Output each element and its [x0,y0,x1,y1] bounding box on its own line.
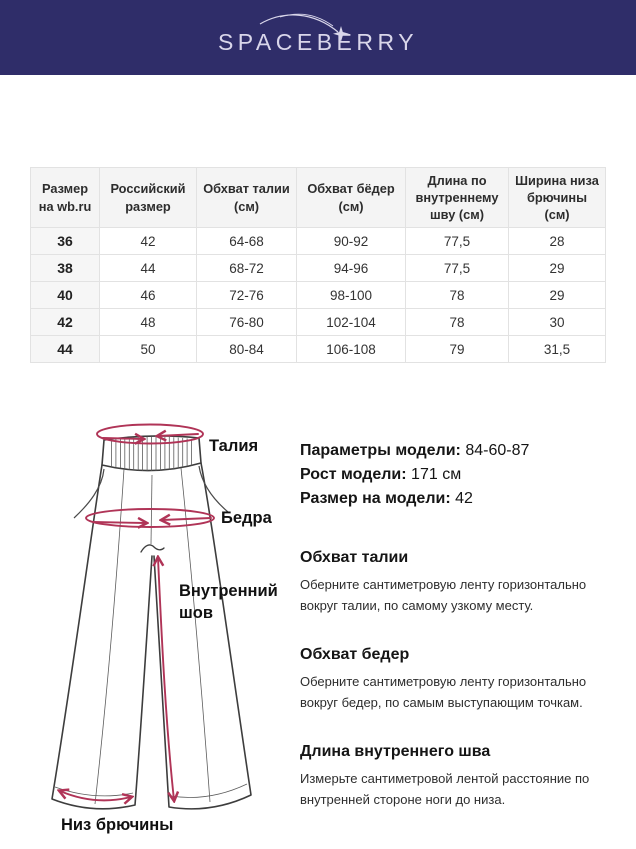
col-header-inseam: Длина по внутреннему шву (см) [405,167,509,228]
table-header-row: Размер на wb.ru Российский размер Обхват… [30,167,606,228]
cell-leg-width: 29 [508,281,606,309]
cell-ru-size: 46 [99,281,197,309]
shooting-star-icon [259,13,349,42]
cell-inseam: 79 [405,335,509,363]
section-title: Длина внутреннего шва [300,743,491,760]
waist-label: Талия [209,437,258,455]
cell-ru-size: 44 [99,254,197,282]
cell-waist: 80-84 [196,335,297,363]
hips-label: Бедра [221,509,273,527]
inseam-label: Внутренний [179,582,278,600]
cell-ru-size: 48 [99,308,197,336]
cell-inseam: 78 [405,281,509,309]
cell-waist: 68-72 [196,254,297,282]
cell-inseam: 77,5 [405,254,509,282]
model-params-line: Параметры модели: 84-60-87 [300,439,614,463]
cell-hips: 106-108 [296,335,406,363]
col-header-leg-width: Ширина низа брючины (см) [508,167,606,228]
cell-leg-width: 29 [508,254,606,282]
table-row: 42 48 76-80 102-104 78 30 [30,308,606,336]
model-params-value: 84-60-87 [465,442,530,459]
brand-logo: SPACEBERRY [217,29,419,55]
cell-waist: 72-76 [196,281,297,309]
inseam-arrow [158,558,174,800]
cell-ru-size: 50 [99,335,197,363]
hips-ellipse [85,508,215,528]
section-body: Оберните сантиметровую ленту горизонталь… [300,674,587,710]
cell-leg-width: 31,5 [508,335,606,363]
pants-diagram: Талия Бедра Внутренний шов Низ брючины [51,423,278,834]
table-row: 44 50 80-84 106-108 79 31,5 [30,335,606,363]
section-inseam: Длина внутреннего шва Измерьте сантиметр… [300,743,614,810]
cell-inseam: 78 [405,308,509,336]
cell-ru-size: 42 [99,227,197,255]
cell-inseam: 77,5 [405,227,509,255]
model-height-value: 171 см [411,466,462,483]
cell-hips: 98-100 [296,281,406,309]
cell-size: 42 [30,308,100,336]
model-size-label: Размер на модели: [300,490,451,507]
col-header-ru-size: Российский размер [99,167,197,228]
hem-arrow [60,791,131,800]
model-height-line: Рост модели: 171 см [300,463,614,487]
cell-hips: 94-96 [296,254,406,282]
inseam-label: шов [179,604,213,622]
cell-leg-width: 30 [508,308,606,336]
waist-ellipse [96,423,204,445]
cell-size: 38 [30,254,100,282]
size-table: Размер на wb.ru Российский размер Обхват… [30,167,606,363]
table-row: 38 44 68-72 94-96 77,5 29 [30,254,606,282]
model-size-line: Размер на модели: 42 [300,487,614,511]
table-row: 36 42 64-68 90-92 77,5 28 [30,227,606,255]
brand-header: SPACEBERRY [0,0,636,75]
cell-leg-width: 28 [508,227,606,255]
cell-waist: 64-68 [196,227,297,255]
col-header-wb-size: Размер на wb.ru [30,167,100,228]
table-row: 40 46 72-76 98-100 78 29 [30,281,606,309]
col-header-hips: Обхват бёдер (см) [296,167,406,228]
hem-label: Низ брючины [61,816,173,834]
measure-guide-area: Талия Бедра Внутренний шов Низ брючины П… [0,363,636,849]
section-hips: Обхват бедер Оберните сантиметровую лент… [300,646,614,713]
model-size-value: 42 [455,490,473,507]
cell-hips: 90-92 [296,227,406,255]
col-header-waist: Обхват талии (см) [196,167,297,228]
info-column: Параметры модели: 84-60-87 Рост модели: … [300,439,614,810]
cell-size: 40 [30,281,100,309]
section-body: Измерьте сантиметровой лентой расстояние… [300,771,590,807]
model-height-label: Рост модели: [300,466,407,483]
pants-seam-lines [54,436,248,805]
model-info: Параметры модели: 84-60-87 Рост модели: … [300,439,614,511]
section-body: Оберните сантиметровую ленту горизонталь… [300,577,587,613]
model-params-label: Параметры модели: [300,442,461,459]
cell-waist: 76-80 [196,308,297,336]
cell-hips: 102-104 [296,308,406,336]
cell-size: 44 [30,335,100,363]
section-waist: Обхват талии Оберните сантиметровую лент… [300,549,614,616]
cell-size: 36 [30,227,100,255]
measurement-arrows [60,423,215,801]
section-title: Обхват талии [300,549,409,566]
section-title: Обхват бедер [300,646,410,663]
